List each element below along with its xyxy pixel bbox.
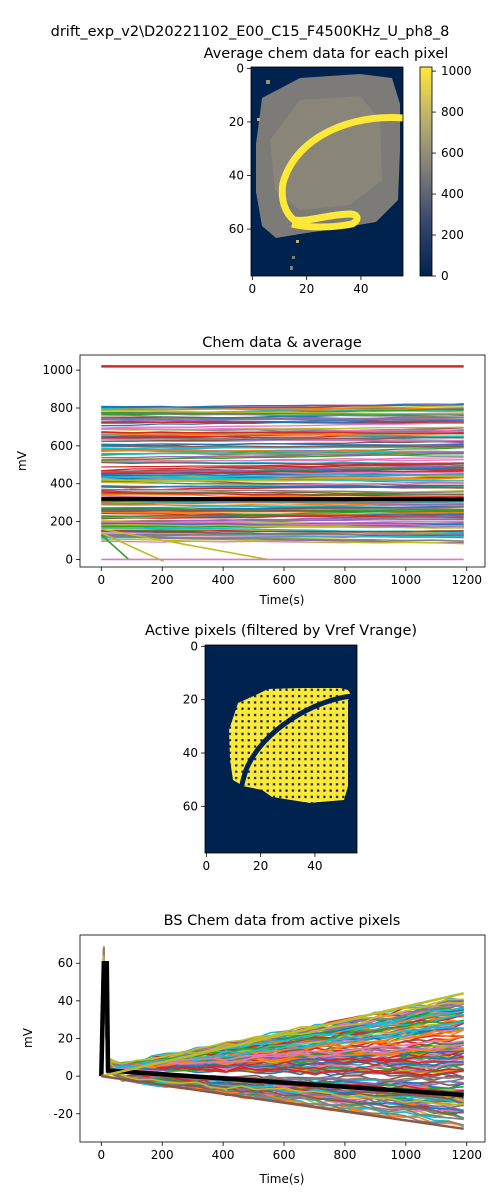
chem-traces-y-ticks: 0 200 400 600 800 1000 <box>42 363 80 566</box>
bs-trace-bundle <box>101 946 463 1126</box>
active-map-x-ticks: 0 20 40 <box>203 853 323 873</box>
chem-traces-x-tick-label: 0 <box>97 573 105 587</box>
active-map-x-tick-label: 40 <box>307 859 322 873</box>
bs-traces-y-tick-label: 20 <box>58 1032 73 1046</box>
chem-traces-y-tick-label: 0 <box>65 552 73 566</box>
chem-traces-title: Chem data & average <box>202 335 362 351</box>
chem-traces-xlabel: Time(s) <box>259 593 305 607</box>
chem-traces-x-tick-label: 600 <box>273 573 296 587</box>
bs-traces-ylabel: mV <box>21 1027 35 1048</box>
active-map-y-ticks: 0 20 40 60 <box>183 639 205 813</box>
chem-traces-x-ticks: 0 200 400 600 800 1000 1200 <box>97 567 482 587</box>
bs-traces-x-tick-label: 1000 <box>391 1148 422 1162</box>
bs-traces-x-tick-label: 800 <box>333 1148 356 1162</box>
chem-trace-line <box>101 460 463 462</box>
chem-traces-y-tick-label: 600 <box>50 439 73 453</box>
chem-traces-ylabel: mV <box>15 450 29 471</box>
active-map-y-tick-label: 20 <box>183 693 198 707</box>
bs-traces-y-tick-label: 40 <box>58 994 73 1008</box>
chem-traces-x-tick-label: 400 <box>212 573 235 587</box>
avg-map-colorbar: 0 200 400 600 800 1000 <box>420 64 472 283</box>
active-map-image <box>205 645 357 853</box>
bs-traces-y-tick-label: -20 <box>53 1107 73 1121</box>
avg-map-image <box>251 67 403 276</box>
bs-traces-panel: BS Chem data from active pixels 0 200 400 6… <box>21 913 485 1186</box>
chem-traces-y-tick-label: 400 <box>50 477 73 491</box>
bs-traces-title: BS Chem data from active pixels <box>164 913 401 929</box>
active-map-panel: Active pixels (filtered by Vref Vrange) … <box>145 623 417 873</box>
bs-traces-x-tick-label: 200 <box>151 1148 174 1162</box>
avg-map-x-tick-label: 0 <box>249 282 257 296</box>
active-map-y-tick-label: 60 <box>183 799 198 813</box>
active-map-y-tick-label: 0 <box>190 639 198 653</box>
bs-traces-y-ticks: -20 0 20 40 60 <box>53 956 80 1121</box>
avg-map-y-tick-label: 40 <box>229 169 244 183</box>
chem-trace-bundle <box>101 404 463 544</box>
chem-traces-x-tick-label: 800 <box>333 573 356 587</box>
colorbar-tick-label: 1000 <box>441 64 472 78</box>
chem-traces-y-tick-label: 1000 <box>42 363 73 377</box>
avg-map-y-tick-label: 0 <box>236 61 244 75</box>
chem-traces-x-tick-label: 200 <box>151 573 174 587</box>
chem-traces-y-tick-label: 200 <box>50 515 73 529</box>
bs-traces-xlabel: Time(s) <box>259 1172 305 1186</box>
avg-map-y-tick-label: 60 <box>229 222 244 236</box>
chem-traces-panel: Chem data & average 0 200 400 600 800 1000 120… <box>15 335 485 607</box>
avg-map-x-ticks: 0 20 40 <box>249 276 369 296</box>
active-map-x-tick-label: 0 <box>203 859 211 873</box>
bs-traces-x-ticks: 0 200 400 600 800 1000 1200 <box>97 1142 482 1162</box>
colorbar-tick-label: 400 <box>441 187 464 201</box>
bs-traces-x-tick-label: 1200 <box>451 1148 482 1162</box>
colorbar-ticks: 0 200 400 600 800 1000 <box>432 64 472 283</box>
avg-map-x-tick-label: 20 <box>299 282 314 296</box>
bs-traces-x-tick-label: 400 <box>212 1148 235 1162</box>
bs-traces-y-tick-label: 60 <box>58 956 73 970</box>
active-map-title: Active pixels (filtered by Vref Vrange) <box>145 623 417 639</box>
chem-traces-x-tick-label: 1200 <box>451 573 482 587</box>
colorbar-tick-label: 600 <box>441 146 464 160</box>
avg-map-panel: Average chem data for each pixel 0 20 40 0… <box>204 46 472 296</box>
avg-map-title: Average chem data for each pixel <box>204 46 449 62</box>
colorbar-tick-label: 0 <box>441 269 449 283</box>
chem-traces-y-tick-label: 800 <box>50 401 73 415</box>
colorbar-tick-label: 200 <box>441 228 464 242</box>
avg-map-y-ticks: 0 20 40 60 <box>229 61 251 236</box>
bs-traces-x-tick-label: 0 <box>97 1148 105 1162</box>
active-map-x-tick-label: 20 <box>253 859 268 873</box>
colorbar-tick-label: 800 <box>441 105 464 119</box>
figure-suptitle: drift_exp_v2\D20221102_E00_C15_F4500KHz_… <box>51 24 450 40</box>
chem-traces-x-tick-label: 1000 <box>391 573 422 587</box>
active-map-y-tick-label: 40 <box>183 746 198 760</box>
bs-traces-y-tick-label: 0 <box>65 1069 73 1083</box>
avg-map-y-tick-label: 20 <box>229 115 244 129</box>
avg-map-x-tick-label: 40 <box>353 282 368 296</box>
bs-traces-x-tick-label: 600 <box>273 1148 296 1162</box>
